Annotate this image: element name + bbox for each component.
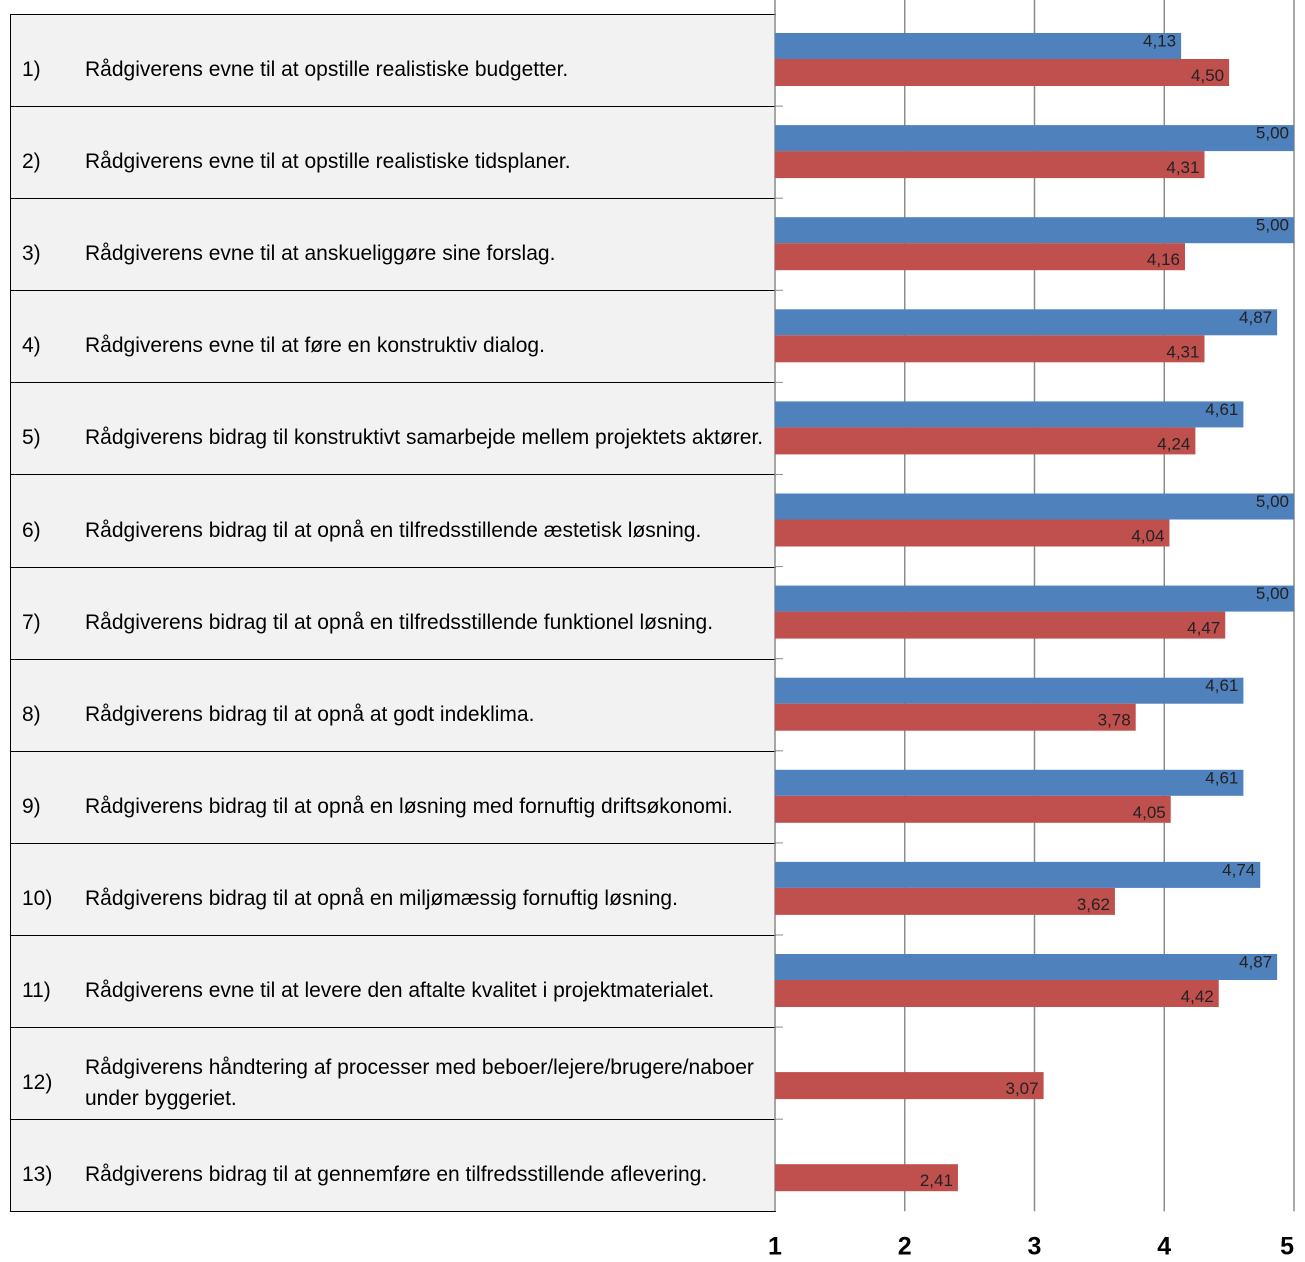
row-number: 11) <box>22 978 51 1002</box>
row-label: Rådgiverens bidrag til at opnå en tilfre… <box>85 610 714 634</box>
bar <box>775 887 1115 915</box>
table-row: 2) Rådgiverens evne til at opstille reali… <box>11 107 776 200</box>
data-label: 3,07 <box>1005 1079 1038 1098</box>
row-number: 7) <box>22 610 41 634</box>
table-row: 12) Rådgiverens håndtering af processer m… <box>11 1028 776 1121</box>
x-tick-label: 2 <box>898 1233 912 1261</box>
bar <box>775 309 1278 336</box>
data-label: 2,41 <box>920 1171 953 1190</box>
row-label: Rådgiverens bidrag til at opnå at godt i… <box>85 702 535 726</box>
data-label: 4,50 <box>1191 66 1224 85</box>
bar <box>775 585 1294 612</box>
row-number: 12) <box>22 1071 53 1095</box>
row-label: Rådgiverens bidrag til at gennemføre en … <box>85 1163 708 1187</box>
row-label: Rådgiverens evne til at opstille realist… <box>85 150 571 174</box>
row-number: 4) <box>22 334 41 358</box>
table-row: 11) Rådgiverens evne til at levere den af… <box>11 935 776 1029</box>
row-label: Rådgiverens bidrag til konstruktivt sama… <box>85 426 764 450</box>
data-label: 4,87 <box>1239 308 1272 327</box>
table-row: 9) Rådgiverens bidrag til at opnå en løsn… <box>11 751 776 844</box>
row-label: Rådgiverens bidrag til at opnå en miljøm… <box>85 886 678 910</box>
row-label: Rådgiverens evne til at opstille realist… <box>85 58 569 82</box>
bar <box>775 980 1219 1007</box>
data-label: 4,61 <box>1205 676 1238 695</box>
data-label: 4,13 <box>1143 31 1176 50</box>
row-label: Rådgiverens håndtering af processer med … <box>85 1055 754 1110</box>
bar <box>775 217 1294 244</box>
data-label: 3,62 <box>1077 895 1110 914</box>
bar <box>775 401 1244 428</box>
row-label: Rådgiverens evne til at anskueliggøre si… <box>85 242 556 266</box>
data-label: 4,31 <box>1166 342 1199 361</box>
x-tick-label: 1 <box>768 1233 782 1261</box>
row-number: 10) <box>22 886 53 910</box>
row-label: Rådgiverens evne til at føre en konstruk… <box>85 334 545 358</box>
bar <box>775 954 1278 980</box>
data-label: 3,78 <box>1098 711 1131 730</box>
row-number: 9) <box>22 794 41 818</box>
table-row: 10) Rådgiverens bidrag til at opnå en mil… <box>11 843 776 936</box>
row-number: 1) <box>22 58 41 82</box>
data-label: 4,47 <box>1187 619 1220 638</box>
row-number: 5) <box>22 426 41 450</box>
data-label: 4,04 <box>1131 526 1164 545</box>
data-label: 4,87 <box>1239 952 1272 971</box>
table-row: 4) Rådgiverens evne til at føre en konstr… <box>11 291 776 384</box>
bar <box>775 1164 958 1192</box>
data-label: 4,24 <box>1157 434 1190 453</box>
bar <box>775 677 1244 704</box>
data-label: 5,00 <box>1256 492 1289 511</box>
bar <box>775 611 1226 639</box>
row-label: Rådgiverens bidrag til at opnå en løsnin… <box>85 794 733 818</box>
table-row: 7) Rådgiverens bidrag til at opnå en tilf… <box>11 567 776 660</box>
row-number: 13) <box>22 1163 53 1187</box>
bar <box>775 769 1244 796</box>
bar <box>775 427 1196 455</box>
data-label: 5,00 <box>1256 124 1289 143</box>
data-label: 4,42 <box>1181 987 1214 1006</box>
data-label: 4,74 <box>1222 860 1255 879</box>
bar <box>775 795 1171 823</box>
x-tick-label: 3 <box>1028 1233 1042 1261</box>
bar <box>775 703 1136 731</box>
bar <box>775 335 1205 363</box>
row-label: Rådgiverens evne til at levere den aftal… <box>85 978 715 1002</box>
x-tick-label: 4 <box>1157 1233 1171 1261</box>
bar <box>775 33 1182 59</box>
row-number: 8) <box>22 702 41 726</box>
table-row: 3) Rådgiverens evne til at anskueliggøre … <box>11 199 776 292</box>
table-row: 8) Rådgiverens bidrag til at opnå at godt… <box>11 659 776 752</box>
table-row: 6) Rådgiverens bidrag til at opnå en tilf… <box>11 475 776 568</box>
data-label: 5,00 <box>1256 216 1289 235</box>
table-row: 1) Rådgiverens evne til at opstille reali… <box>11 15 776 108</box>
x-tick-label: 5 <box>1280 1233 1294 1261</box>
data-label: 4,61 <box>1205 768 1238 787</box>
table-row: 5) Rådgiverens bidrag til konstruktivt sa… <box>11 383 776 476</box>
bar <box>775 1072 1044 1100</box>
data-label: 4,31 <box>1166 158 1199 177</box>
data-label: 4,16 <box>1147 250 1180 269</box>
row-label: Rådgiverens bidrag til at opnå en tilfre… <box>85 518 702 542</box>
bar <box>775 493 1294 520</box>
bar <box>775 519 1170 547</box>
row-number: 3) <box>22 242 41 266</box>
bar <box>775 861 1261 888</box>
question-table: 1) Rådgiverens evne til at opstille reali… <box>10 14 776 1213</box>
bar <box>775 243 1186 271</box>
data-label: 5,00 <box>1256 584 1289 603</box>
bar <box>775 59 1230 86</box>
data-label: 4,05 <box>1133 803 1166 822</box>
data-label: 4,61 <box>1205 400 1238 419</box>
row-number: 2) <box>22 150 41 174</box>
bar <box>775 125 1294 152</box>
row-number: 6) <box>22 518 41 542</box>
bar <box>775 151 1205 179</box>
table-row: 13) Rådgiverens bidrag til at gennemføre … <box>11 1120 776 1213</box>
